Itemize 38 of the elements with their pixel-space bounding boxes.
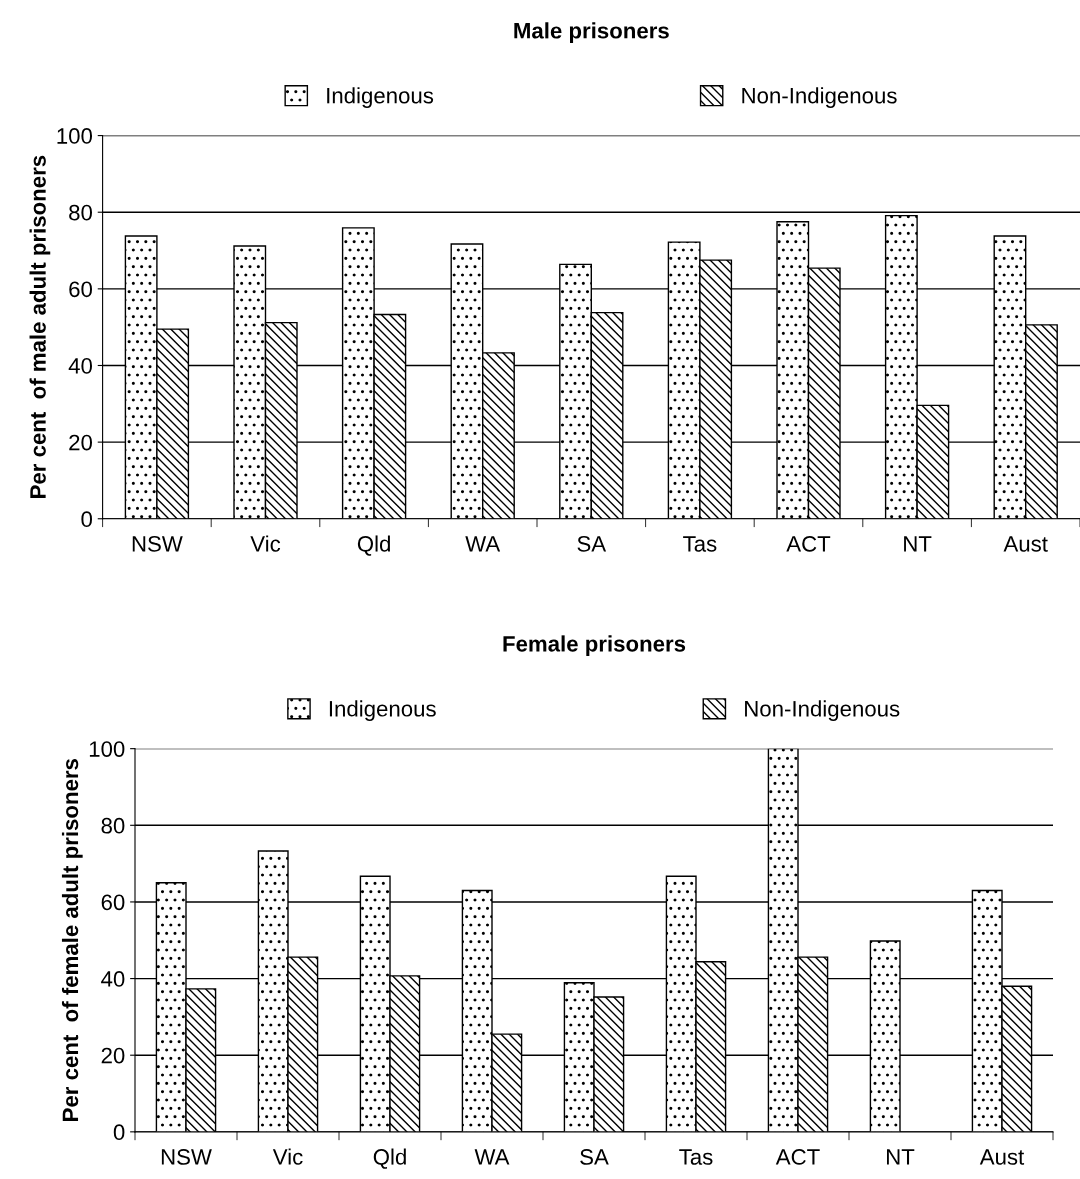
legend-label: Non-Indigenous	[745, 700, 900, 721]
y-axis-title: Per cent of female adult prisoners	[61, 759, 83, 1121]
y-tick-label: 100	[89, 741, 125, 757]
x-tick-label: Aust	[979, 1149, 1025, 1165]
x-tick-label: WA	[474, 1149, 510, 1165]
x-tick-label: Vic	[250, 535, 281, 552]
y-tick-label: 20	[101, 1047, 125, 1064]
x-tick-label: SA	[580, 1149, 609, 1165]
legend-label: Indigenous	[329, 700, 436, 721]
x-tick-label: Qld	[357, 535, 390, 556]
y-tick-label: 80	[69, 204, 93, 221]
y-tick-label: 100	[57, 128, 93, 144]
y-tick-label: 0	[81, 511, 93, 528]
x-tick-label: SA	[577, 536, 607, 552]
x-tick-label: WA	[465, 536, 501, 552]
x-tick-label: NT	[887, 1149, 915, 1165]
x-tick-label: NT	[904, 536, 932, 552]
x-tick-label: NSW	[161, 1149, 212, 1165]
y-tick-label: 40	[68, 358, 93, 374]
y-tick-label: 60	[69, 281, 93, 298]
x-tick-label: ACT	[786, 536, 831, 552]
legend-label: Indigenous	[327, 87, 434, 108]
y-tick-label: 40	[101, 971, 125, 987]
legend-label: Non-Indigenous	[742, 87, 897, 108]
x-tick-label: NSW	[132, 536, 183, 552]
chart-title: Male prisoners	[514, 22, 669, 43]
chart-title: Female prisoners	[503, 635, 686, 657]
x-tick-label: Qld	[373, 1148, 406, 1169]
y-axis-title: Per cent of male adult prisoners	[29, 155, 51, 498]
y-tick-label: 60	[101, 894, 125, 911]
x-tick-label: Tas	[683, 536, 717, 552]
y-tick-label: 0	[113, 1124, 125, 1141]
y-tick-label: 80	[101, 817, 125, 834]
x-tick-label: ACT	[775, 1149, 820, 1165]
x-tick-label: Vic	[272, 1148, 303, 1165]
x-tick-label: Tas	[679, 1149, 713, 1165]
x-tick-label: Aust	[1003, 536, 1048, 552]
y-tick-label: 20	[69, 434, 93, 451]
